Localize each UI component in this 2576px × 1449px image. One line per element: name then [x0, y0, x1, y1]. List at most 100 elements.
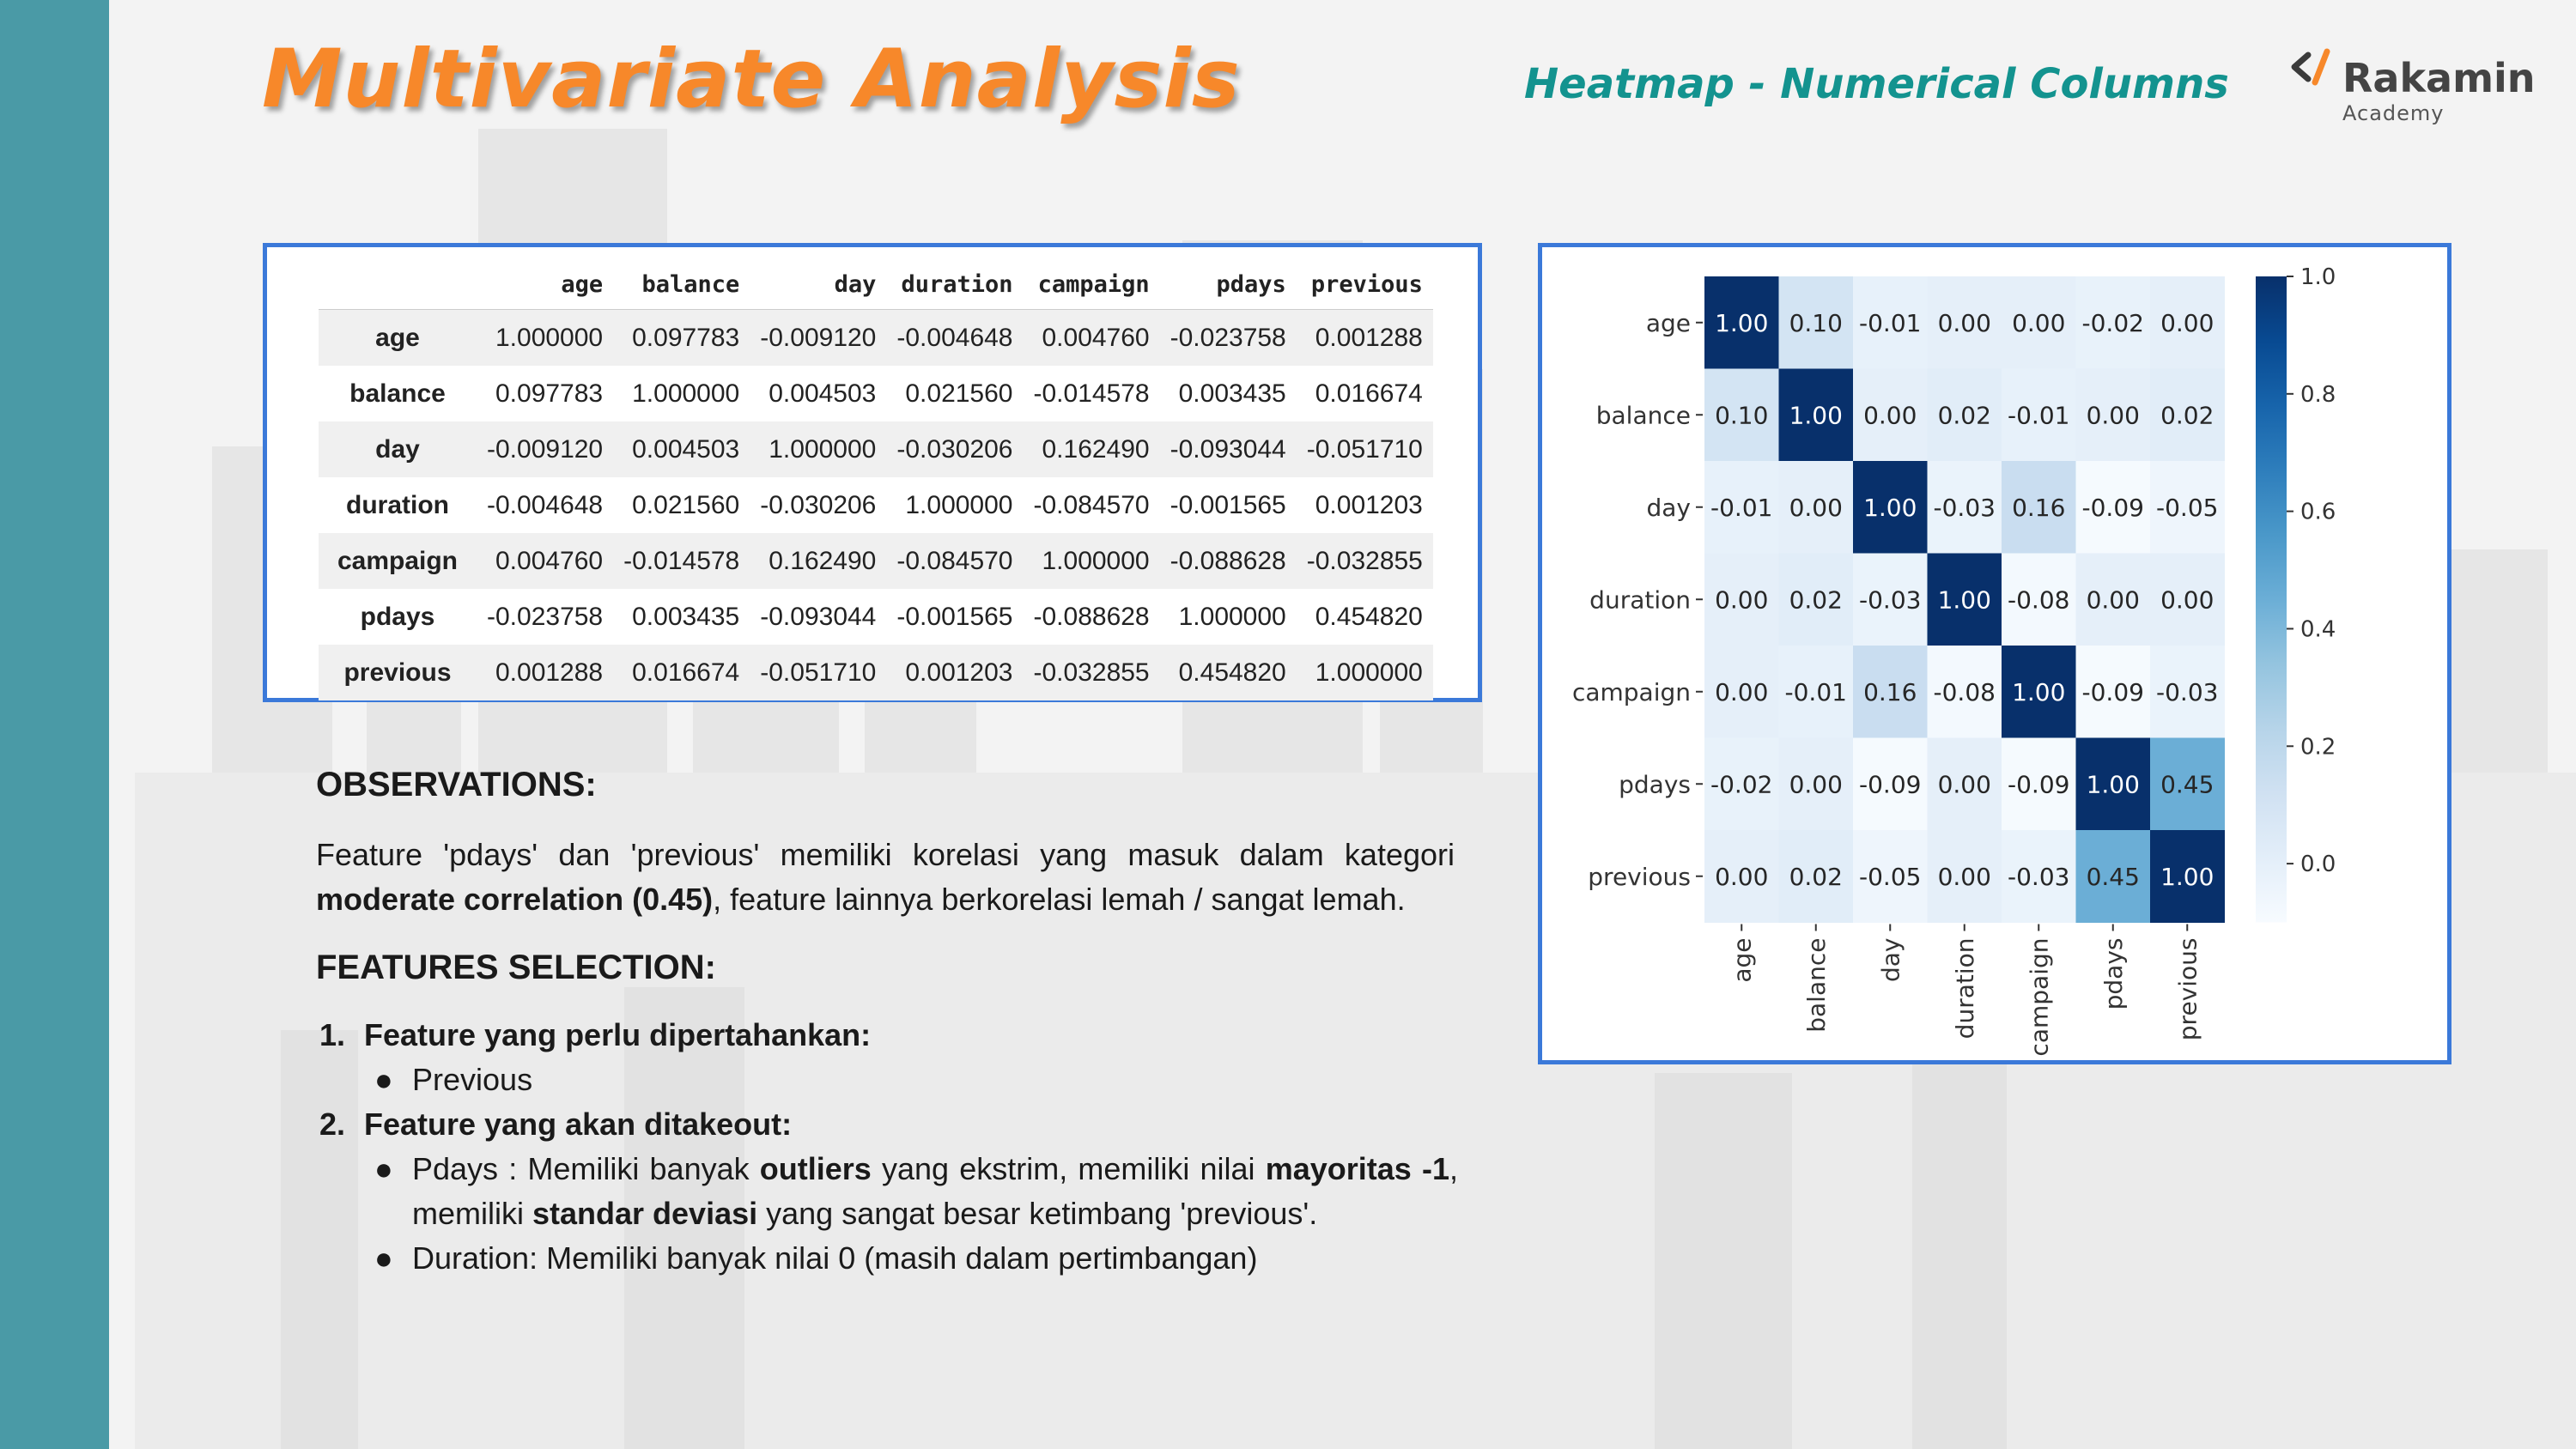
table-cell: -0.030206	[886, 421, 1024, 477]
row-header: age	[319, 309, 477, 366]
table-cell: 0.454820	[1159, 645, 1297, 700]
slide-subtitle: Heatmap - Numerical Columns	[1524, 60, 2229, 108]
heatmap-cell	[2075, 276, 2151, 369]
heatmap-cell-label: -0.08	[1934, 678, 1996, 706]
table-cell: -0.093044	[1159, 421, 1297, 477]
x-tick-label: previous	[2173, 938, 2202, 1041]
heatmap-cell-label: 1.00	[1863, 494, 1917, 522]
x-tick-label: campaign	[2025, 938, 2053, 1057]
table-row: duration -0.004648 0.021560 -0.030206 1.0000…	[319, 477, 1433, 533]
heatmap-cell-label: 1.00	[1789, 401, 1843, 429]
heatmap-cell	[1778, 276, 1854, 369]
heatmap-cell	[1927, 646, 2002, 738]
table-cell: -0.001565	[1170, 490, 1286, 519]
table-cell: -0.051710	[750, 645, 887, 700]
heatmap-cell-label: 0.00	[2087, 401, 2140, 429]
heatmap-cell-label: 0.10	[1715, 401, 1768, 429]
row-header: balance	[349, 379, 446, 408]
bullet-text-bold: outliers	[759, 1151, 872, 1186]
table-cell: 0.454820	[1315, 602, 1423, 631]
heatmap-cell-label: 0.16	[2012, 494, 2065, 522]
heatmap-cell-label: -0.05	[2156, 494, 2218, 522]
heatmap-cell-label: 0.00	[2160, 309, 2214, 337]
y-tick-label: campaign	[1572, 678, 1691, 706]
table-row: campaign 0.004760 -0.014578 0.162490 -0.0845…	[319, 533, 1433, 589]
table-cell: -0.014578	[1033, 379, 1150, 408]
y-tick-label: age	[1646, 309, 1691, 337]
features-selection-heading: FEATURES SELECTION:	[316, 949, 716, 986]
heatmap-cell	[1853, 276, 1928, 369]
heatmap-cell-label: 0.00	[1863, 401, 1917, 429]
heatmap-cell	[2075, 368, 2151, 462]
table-cell: -0.093044	[760, 602, 877, 631]
logo-name: Rakamin	[2342, 55, 2536, 101]
heatmap-chart: 1.00 0.10 -0.01 0.00 0.00 -0.02 0.00 0.10 1.00 0.…	[1572, 264, 2336, 1057]
table-row: age 1.000000 0.097783 -0.009120 -0.004648 0.0…	[319, 309, 1433, 366]
heatmap-cell	[1778, 553, 1854, 646]
correlation-table-panel: age balance day duration campaign pdays …	[263, 243, 1482, 702]
heatmap-cell-label: 1.00	[2087, 770, 2140, 798]
table-cell: -0.001565	[896, 602, 1013, 631]
heatmap-cell-label: -0.03	[2156, 678, 2218, 706]
table-corner-cell	[319, 259, 477, 310]
table-cell: 0.016674	[1315, 379, 1423, 408]
x-tick-label: duration	[1951, 938, 1979, 1040]
heatmap-cell-label: -0.03	[1934, 494, 1996, 522]
features-list: 1. Feature yang perlu dipertahankan: ● P…	[316, 1013, 1458, 1281]
heatmap-cell	[2002, 276, 2076, 369]
heatmap-cell	[1704, 553, 1779, 646]
heatmap-cell	[1778, 830, 1854, 923]
heatmap-cell-label: 0.00	[1715, 585, 1768, 614]
list-item-drop: 2. Feature yang akan ditakeout:	[316, 1102, 1458, 1147]
table-cell: -0.032855	[1023, 645, 1160, 700]
heatmap-cell-label: -0.01	[1785, 678, 1847, 706]
heatmap-cell	[1853, 461, 1928, 554]
heatmap-cell	[1704, 368, 1779, 462]
y-tick-label: duration	[1589, 585, 1691, 614]
heatmap-cell-label: 0.02	[1789, 585, 1843, 614]
heatmap-cell-label: 0.16	[1863, 678, 1917, 706]
observations-text: Feature 'pdays' dan 'previous' memiliki …	[316, 833, 1455, 922]
table-row: day -0.009120 0.004503 1.000000 -0.030206 0.1…	[319, 421, 1433, 477]
heatmap-cell	[2150, 368, 2225, 462]
heatmap-cell-label: 1.00	[1715, 309, 1768, 337]
row-header: previous	[319, 645, 477, 700]
heatmap-cell-label: 0.00	[1715, 678, 1768, 706]
row-header: duration	[346, 490, 449, 519]
slide-title: Multivariate Analysis	[262, 33, 1241, 126]
table-cell: -0.014578	[613, 533, 750, 589]
heatmap-cell-label: -0.09	[2082, 678, 2144, 706]
row-header: pdays	[360, 602, 435, 631]
heatmap-cell-label: 0.00	[1938, 770, 1991, 798]
heatmap-cell	[1704, 830, 1779, 923]
heatmap-cell	[2075, 830, 2151, 923]
row-header: day	[319, 421, 477, 477]
bullet-text: yang sangat besar ketimbang 'previous'.	[757, 1196, 1318, 1231]
bullet-text: , memiliki	[412, 1151, 1458, 1231]
observations-text-part: Feature 'pdays' dan 'previous' memiliki …	[316, 837, 1455, 872]
heatmap-cell-label: -0.01	[1710, 494, 1772, 522]
table-cell: 0.162490	[1023, 421, 1160, 477]
table-row: previous 0.001288 0.016674 -0.051710 0.00120…	[319, 645, 1433, 700]
y-tick-label: previous	[1588, 863, 1691, 891]
column-header: day	[750, 259, 887, 310]
table-cell: 0.162490	[750, 533, 887, 589]
correlation-table: age balance day duration campaign pdays …	[319, 259, 1433, 700]
heatmap-cell	[2150, 553, 2225, 646]
table-cell: -0.084570	[886, 533, 1024, 589]
heatmap-cell	[1853, 553, 1928, 646]
heatmap-cell	[1853, 368, 1928, 462]
heatmap-cell-label: -0.01	[2008, 401, 2069, 429]
table-cell: 0.097783	[495, 379, 604, 408]
heatmap-cell-label: 0.45	[2087, 863, 2140, 891]
heatmap-cell	[2150, 737, 2225, 831]
heatmap-cell-label: -0.05	[1859, 863, 1921, 891]
heatmap-cell	[1853, 646, 1928, 738]
heatmap-cell-label: 0.00	[1938, 863, 1991, 891]
y-tick-label: day	[1646, 494, 1691, 522]
table-cell: 1.000000	[632, 379, 740, 408]
heatmap-cell-label: -0.09	[1859, 770, 1921, 798]
colorbar	[2256, 276, 2287, 923]
row-header: campaign	[319, 533, 477, 589]
heatmap-panel: 1.00 0.10 -0.01 0.00 0.00 -0.02 0.00 0.10 1.00 0.…	[1538, 243, 2451, 1064]
